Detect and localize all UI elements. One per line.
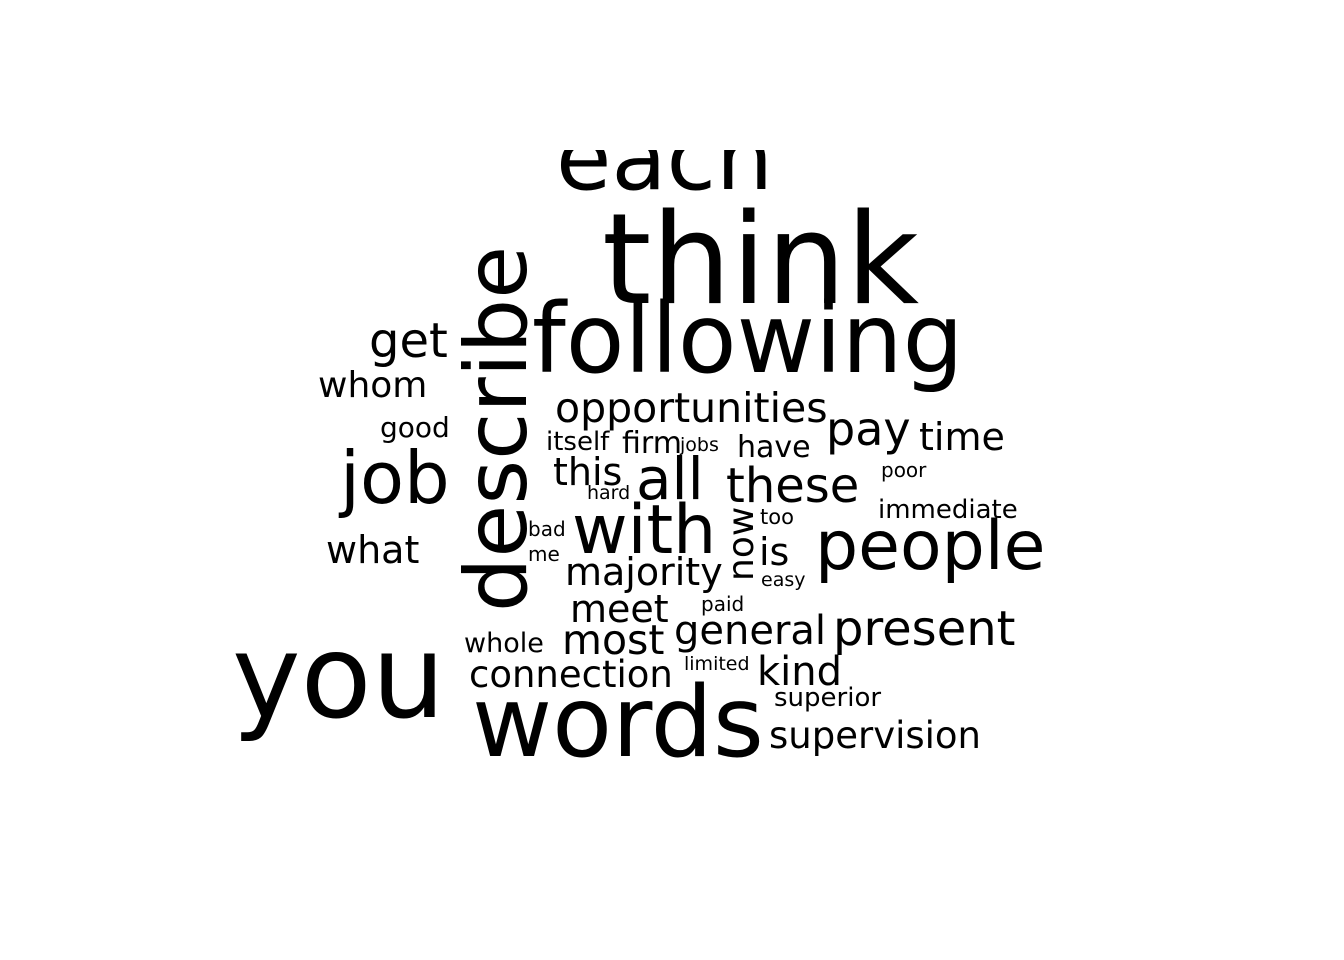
word-bad: bad [528,517,566,541]
word-paid: paid [701,592,745,616]
word-kind: kind [757,649,843,695]
word-now: now [721,506,762,581]
word-all: all [636,445,704,513]
word-you: you [232,610,446,745]
word-jobs: jobs [680,434,719,456]
word-is: is [759,530,790,574]
word-job: job [340,436,450,520]
word-limited: limited [684,653,750,675]
word-connection: connection [469,653,673,696]
word-have: have [737,430,811,465]
word-what: what [326,528,420,572]
word-general: general [674,608,827,654]
word-opportunities: opportunities [555,384,828,432]
word-present: present [833,601,1016,657]
word-poor: poor [881,458,927,482]
word-most: most [562,616,665,664]
word-meet: meet [570,587,669,631]
word-majority: majority [565,550,723,594]
word-good: good [380,411,450,444]
word-me: me [528,542,560,566]
word-this: this [553,450,623,494]
word-following: following [532,283,964,395]
word-cloud-area: each think describe following get whom g… [0,150,1344,768]
word-whole: whole [464,628,544,659]
word-easy: easy [761,569,806,591]
word-whom: whom [318,365,428,406]
word-each: each [556,150,774,211]
word-supervision: supervision [769,714,982,757]
word-with: with [572,491,717,570]
word-too: too [760,505,794,529]
word-words: words [472,666,764,768]
word-superior: superior [774,683,882,713]
word-describe: describe [447,245,547,613]
word-immediate: immediate [878,495,1018,525]
word-these: these [726,458,860,514]
word-pay: pay [826,402,911,456]
word-firm: firm [622,426,682,461]
word-time: time [919,415,1005,459]
word-hard: hard [587,482,631,504]
word-people: people [815,507,1046,586]
word-think: think [602,186,920,333]
word-itself: itself [546,427,610,457]
word-get: get [369,313,448,369]
